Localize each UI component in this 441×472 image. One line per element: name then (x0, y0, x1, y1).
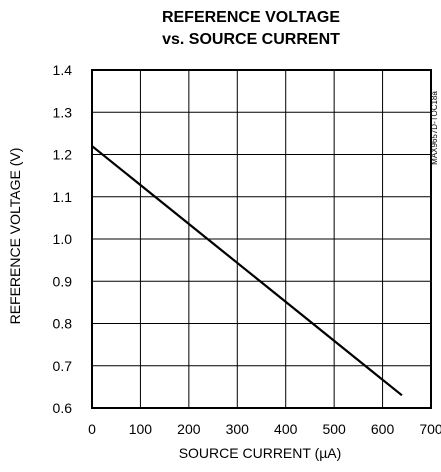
x-tick-label: 400 (274, 421, 298, 437)
chart-title-line-1: REFERENCE VOLTAGE (162, 9, 340, 26)
plot-frame (91, 69, 432, 409)
x-tick-label: 300 (226, 421, 250, 437)
y-tick-labels: 0.6 0.7 0.8 0.9 1.0 1.1 1.2 1.3 1.4 (53, 62, 73, 416)
y-tick-label: 0.7 (53, 358, 73, 374)
y-tick-label: 1.1 (53, 189, 73, 205)
chart-id-note: MAX9657D-TOC18a (430, 91, 439, 165)
y-tick-label: 1.2 (53, 147, 73, 163)
x-tick-label: 0 (88, 421, 96, 437)
y-tick-label: 0.8 (53, 316, 73, 332)
x-tick-label: 200 (177, 421, 201, 437)
x-tick-label: 600 (371, 421, 395, 437)
y-tick-label: 0.6 (53, 400, 73, 416)
x-tick-label: 500 (322, 421, 346, 437)
series-layer (91, 145, 403, 397)
grid (92, 70, 431, 408)
y-tick-label: 1.0 (53, 231, 73, 247)
x-tick-label: 700 (419, 421, 441, 437)
chart-title-line-2: vs. SOURCE CURRENT (162, 31, 340, 48)
series-line-0 (91, 145, 403, 397)
x-tick-labels: 0 100 200 300 400 500 600 700 (88, 421, 441, 437)
y-tick-label: 1.4 (53, 62, 73, 78)
x-axis-label: SOURCE CURRENT (µA) (179, 445, 342, 461)
x-tick-label: 100 (129, 421, 153, 437)
y-tick-label: 1.3 (53, 104, 73, 120)
y-tick-label: 0.9 (53, 273, 73, 289)
y-axis-label: REFERENCE VOLTAGE (V) (7, 148, 23, 325)
